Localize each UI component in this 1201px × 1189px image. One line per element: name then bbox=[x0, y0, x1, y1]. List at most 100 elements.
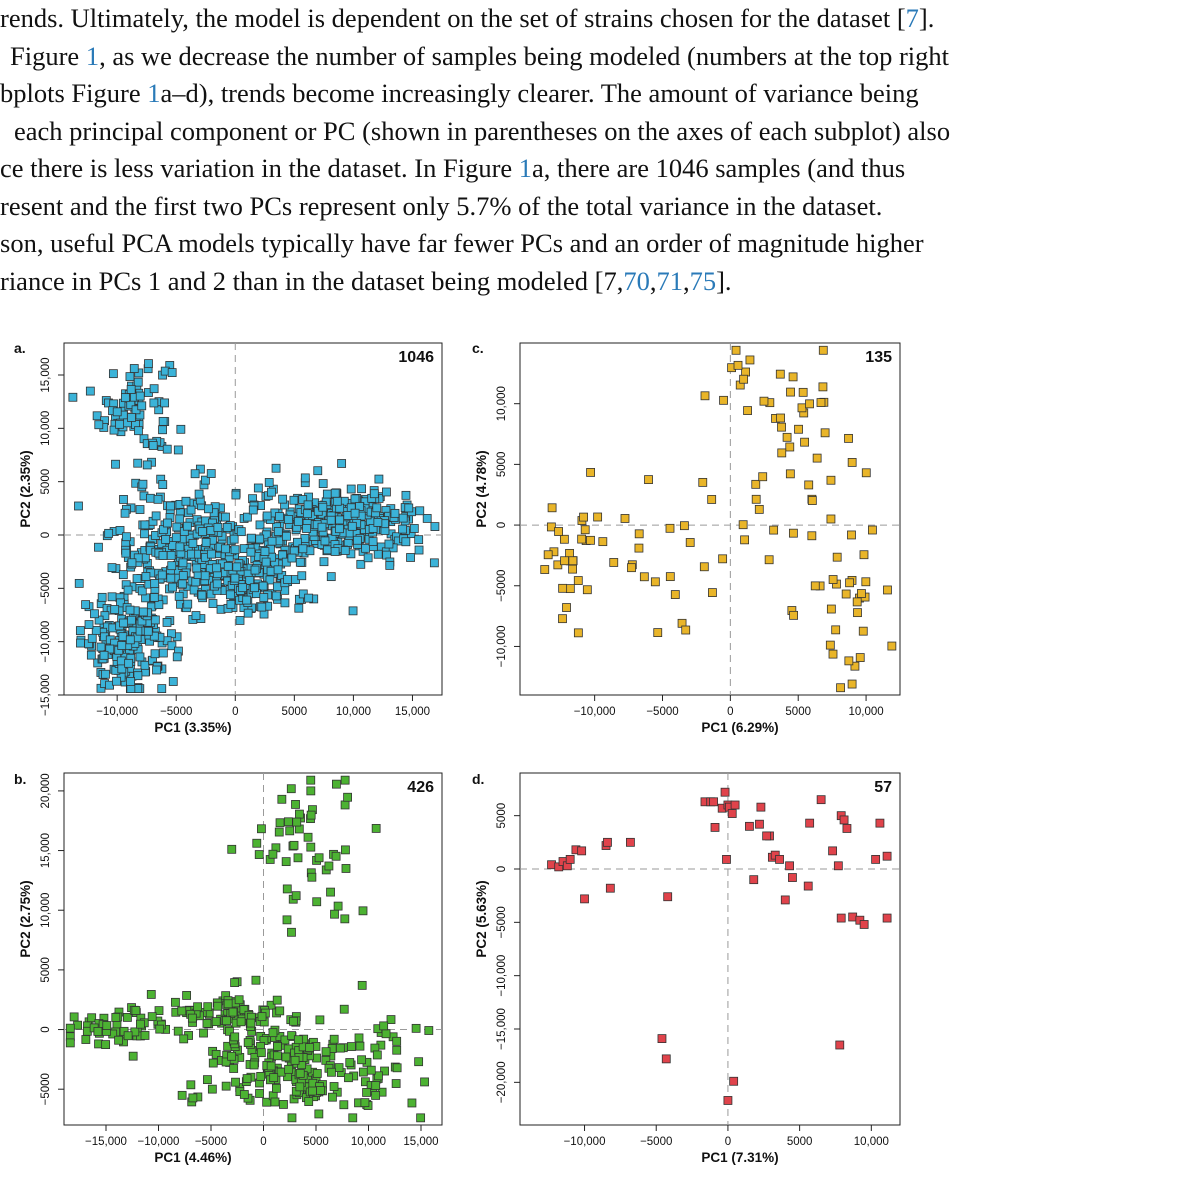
data-point bbox=[323, 545, 332, 555]
data-point bbox=[149, 398, 159, 408]
data-point bbox=[598, 537, 608, 547]
data-point bbox=[194, 489, 204, 499]
data-point bbox=[353, 535, 362, 545]
data-point bbox=[253, 483, 263, 493]
data-point bbox=[181, 496, 191, 506]
data-point bbox=[207, 1084, 217, 1094]
panel-letter: d. bbox=[472, 771, 484, 787]
data-point bbox=[232, 562, 242, 572]
data-point bbox=[810, 581, 820, 591]
data-point bbox=[298, 544, 308, 554]
data-point bbox=[280, 598, 290, 608]
data-point bbox=[190, 469, 200, 479]
data-point bbox=[751, 479, 761, 489]
data-point bbox=[698, 477, 708, 487]
reference-link[interactable]: 70 bbox=[623, 265, 650, 296]
reference-link[interactable]: 1 bbox=[518, 153, 533, 183]
data-point bbox=[245, 575, 255, 585]
data-point bbox=[87, 633, 97, 643]
reference-link[interactable]: 75 bbox=[689, 265, 717, 296]
data-point bbox=[176, 424, 186, 434]
x-tick-label: −5000 bbox=[160, 706, 192, 718]
data-point bbox=[251, 975, 261, 985]
data-point bbox=[166, 573, 176, 583]
data-point bbox=[305, 1043, 315, 1053]
data-point bbox=[718, 554, 728, 564]
data-point bbox=[332, 779, 341, 789]
data-point bbox=[271, 591, 281, 601]
data-point bbox=[131, 1006, 141, 1015]
data-point bbox=[287, 553, 297, 563]
data-point bbox=[99, 650, 109, 660]
data-point bbox=[341, 864, 351, 873]
data-point bbox=[850, 661, 860, 671]
data-point bbox=[81, 1035, 91, 1044]
data-point bbox=[250, 565, 260, 575]
data-point bbox=[558, 583, 568, 593]
data-point bbox=[230, 978, 240, 988]
data-point bbox=[229, 534, 239, 544]
data-point bbox=[268, 849, 278, 859]
data-point bbox=[85, 386, 95, 396]
data-point bbox=[740, 535, 749, 545]
x-tick-label: −10,000 bbox=[564, 1136, 606, 1148]
y-tick-label: −5000 bbox=[40, 572, 52, 604]
data-point bbox=[776, 413, 785, 423]
data-point bbox=[178, 571, 188, 580]
reference-link[interactable]: 7 bbox=[905, 3, 919, 33]
data-point bbox=[577, 534, 587, 544]
data-point bbox=[357, 484, 366, 494]
data-point bbox=[107, 592, 117, 602]
data-point bbox=[826, 514, 836, 524]
data-point bbox=[142, 460, 152, 470]
data-point bbox=[322, 489, 332, 499]
data-point bbox=[87, 1013, 97, 1023]
data-point bbox=[733, 360, 743, 370]
data-point bbox=[392, 1063, 402, 1073]
reference-link[interactable]: 71 bbox=[656, 265, 683, 296]
data-point bbox=[361, 543, 370, 553]
data-point bbox=[357, 980, 367, 990]
data-point bbox=[341, 845, 350, 855]
data-point bbox=[782, 432, 792, 442]
reference-link[interactable]: 1 bbox=[147, 78, 161, 108]
reference-link[interactable]: 1 bbox=[85, 40, 100, 71]
data-point bbox=[844, 433, 853, 443]
data-point bbox=[731, 345, 741, 355]
data-point bbox=[335, 524, 344, 534]
data-point bbox=[293, 853, 303, 863]
data-point bbox=[162, 444, 172, 454]
data-point bbox=[81, 600, 91, 610]
body-text-line: Figure 1, as we decrease the number of s… bbox=[0, 38, 1201, 76]
data-point bbox=[312, 897, 322, 907]
data-point bbox=[150, 579, 160, 588]
data-point bbox=[593, 512, 603, 522]
data-point bbox=[665, 572, 675, 582]
data-point bbox=[295, 1082, 305, 1092]
data-point bbox=[125, 635, 135, 645]
data-point bbox=[91, 626, 101, 635]
data-point bbox=[285, 826, 295, 836]
data-point bbox=[146, 990, 156, 999]
data-point bbox=[859, 920, 869, 929]
data-point bbox=[414, 545, 424, 555]
data-point bbox=[414, 535, 424, 545]
data-point bbox=[411, 1023, 421, 1033]
data-point bbox=[227, 844, 237, 854]
data-point bbox=[267, 536, 277, 546]
data-point bbox=[559, 534, 569, 544]
data-point bbox=[123, 1031, 133, 1041]
data-point bbox=[298, 495, 308, 504]
data-point bbox=[151, 511, 161, 521]
data-point bbox=[265, 575, 275, 585]
data-point bbox=[259, 593, 269, 602]
data-point bbox=[134, 426, 143, 436]
data-point bbox=[226, 599, 236, 609]
y-tick-label: 5000 bbox=[496, 452, 508, 478]
y-axis-label: PC2 (2.35%) bbox=[18, 450, 33, 527]
data-point bbox=[347, 1042, 356, 1051]
data-point bbox=[206, 469, 216, 478]
data-point bbox=[206, 549, 216, 559]
data-point bbox=[398, 513, 408, 523]
data-point bbox=[69, 1012, 79, 1022]
